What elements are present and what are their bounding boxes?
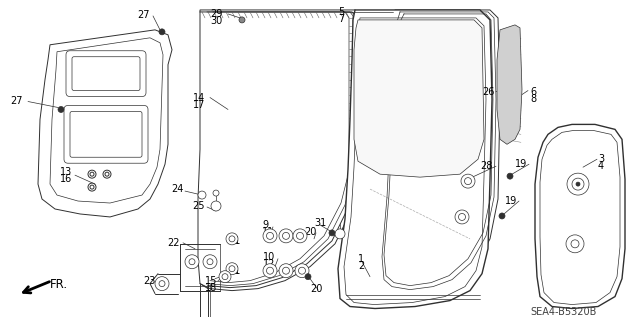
Circle shape: [507, 173, 513, 179]
Text: 29: 29: [210, 9, 222, 19]
Polygon shape: [378, 10, 500, 293]
Circle shape: [566, 235, 584, 253]
Text: 15: 15: [205, 276, 218, 286]
Text: FR.: FR.: [50, 278, 68, 291]
Text: 31: 31: [314, 218, 326, 228]
Circle shape: [58, 107, 64, 113]
Polygon shape: [535, 124, 625, 308]
Circle shape: [293, 229, 307, 243]
Text: 27: 27: [10, 95, 22, 106]
Text: 19: 19: [505, 196, 517, 206]
Text: 7: 7: [338, 14, 344, 24]
Circle shape: [211, 201, 221, 211]
Text: 6: 6: [530, 86, 536, 97]
Text: SEA4-B5320B: SEA4-B5320B: [530, 307, 596, 316]
Text: 5: 5: [338, 7, 344, 17]
Circle shape: [155, 277, 169, 291]
Circle shape: [499, 213, 505, 219]
Circle shape: [461, 174, 475, 188]
Text: 26: 26: [482, 86, 494, 97]
Text: 18: 18: [205, 283, 217, 293]
Text: 4: 4: [598, 161, 604, 171]
Text: 21: 21: [228, 266, 241, 276]
Text: 20: 20: [310, 284, 323, 293]
Circle shape: [329, 230, 335, 236]
Circle shape: [203, 255, 217, 269]
Polygon shape: [354, 20, 484, 177]
Circle shape: [88, 170, 96, 178]
Circle shape: [239, 17, 245, 23]
Text: 10: 10: [263, 252, 275, 262]
Circle shape: [263, 264, 277, 278]
Circle shape: [335, 229, 345, 239]
Text: 3: 3: [598, 154, 604, 164]
Circle shape: [219, 271, 231, 283]
Circle shape: [263, 229, 277, 243]
Circle shape: [88, 183, 96, 191]
Text: 11: 11: [262, 227, 275, 237]
Text: 23: 23: [143, 276, 156, 286]
Circle shape: [226, 233, 238, 245]
Circle shape: [213, 190, 219, 196]
Circle shape: [455, 210, 469, 224]
Circle shape: [185, 255, 199, 269]
Circle shape: [279, 264, 293, 278]
Text: 1: 1: [358, 254, 364, 264]
Polygon shape: [497, 25, 522, 144]
Text: 13: 13: [60, 167, 72, 177]
Circle shape: [103, 170, 111, 178]
Circle shape: [198, 191, 206, 199]
Text: 14: 14: [193, 93, 205, 102]
Polygon shape: [38, 30, 172, 217]
Polygon shape: [338, 10, 492, 308]
Circle shape: [576, 182, 580, 186]
Text: 21: 21: [228, 236, 241, 246]
Text: 16: 16: [60, 174, 72, 184]
Text: 24: 24: [171, 184, 184, 194]
Text: 20: 20: [304, 227, 316, 237]
Text: 27: 27: [137, 10, 150, 20]
Circle shape: [226, 263, 238, 275]
Polygon shape: [198, 10, 360, 291]
Text: 8: 8: [530, 93, 536, 104]
Text: 25: 25: [192, 201, 205, 211]
Text: 12: 12: [263, 259, 275, 269]
Text: 2: 2: [358, 261, 364, 271]
Text: 22: 22: [167, 238, 179, 248]
Text: 19: 19: [515, 159, 527, 169]
Circle shape: [279, 229, 293, 243]
Circle shape: [295, 264, 309, 278]
Circle shape: [305, 274, 311, 280]
Text: 17: 17: [193, 100, 205, 109]
FancyBboxPatch shape: [64, 106, 148, 163]
Circle shape: [567, 173, 589, 195]
Circle shape: [159, 29, 165, 35]
FancyBboxPatch shape: [66, 51, 146, 97]
Text: 9: 9: [262, 220, 268, 230]
Text: 30: 30: [210, 16, 222, 26]
Text: 28: 28: [480, 161, 492, 171]
